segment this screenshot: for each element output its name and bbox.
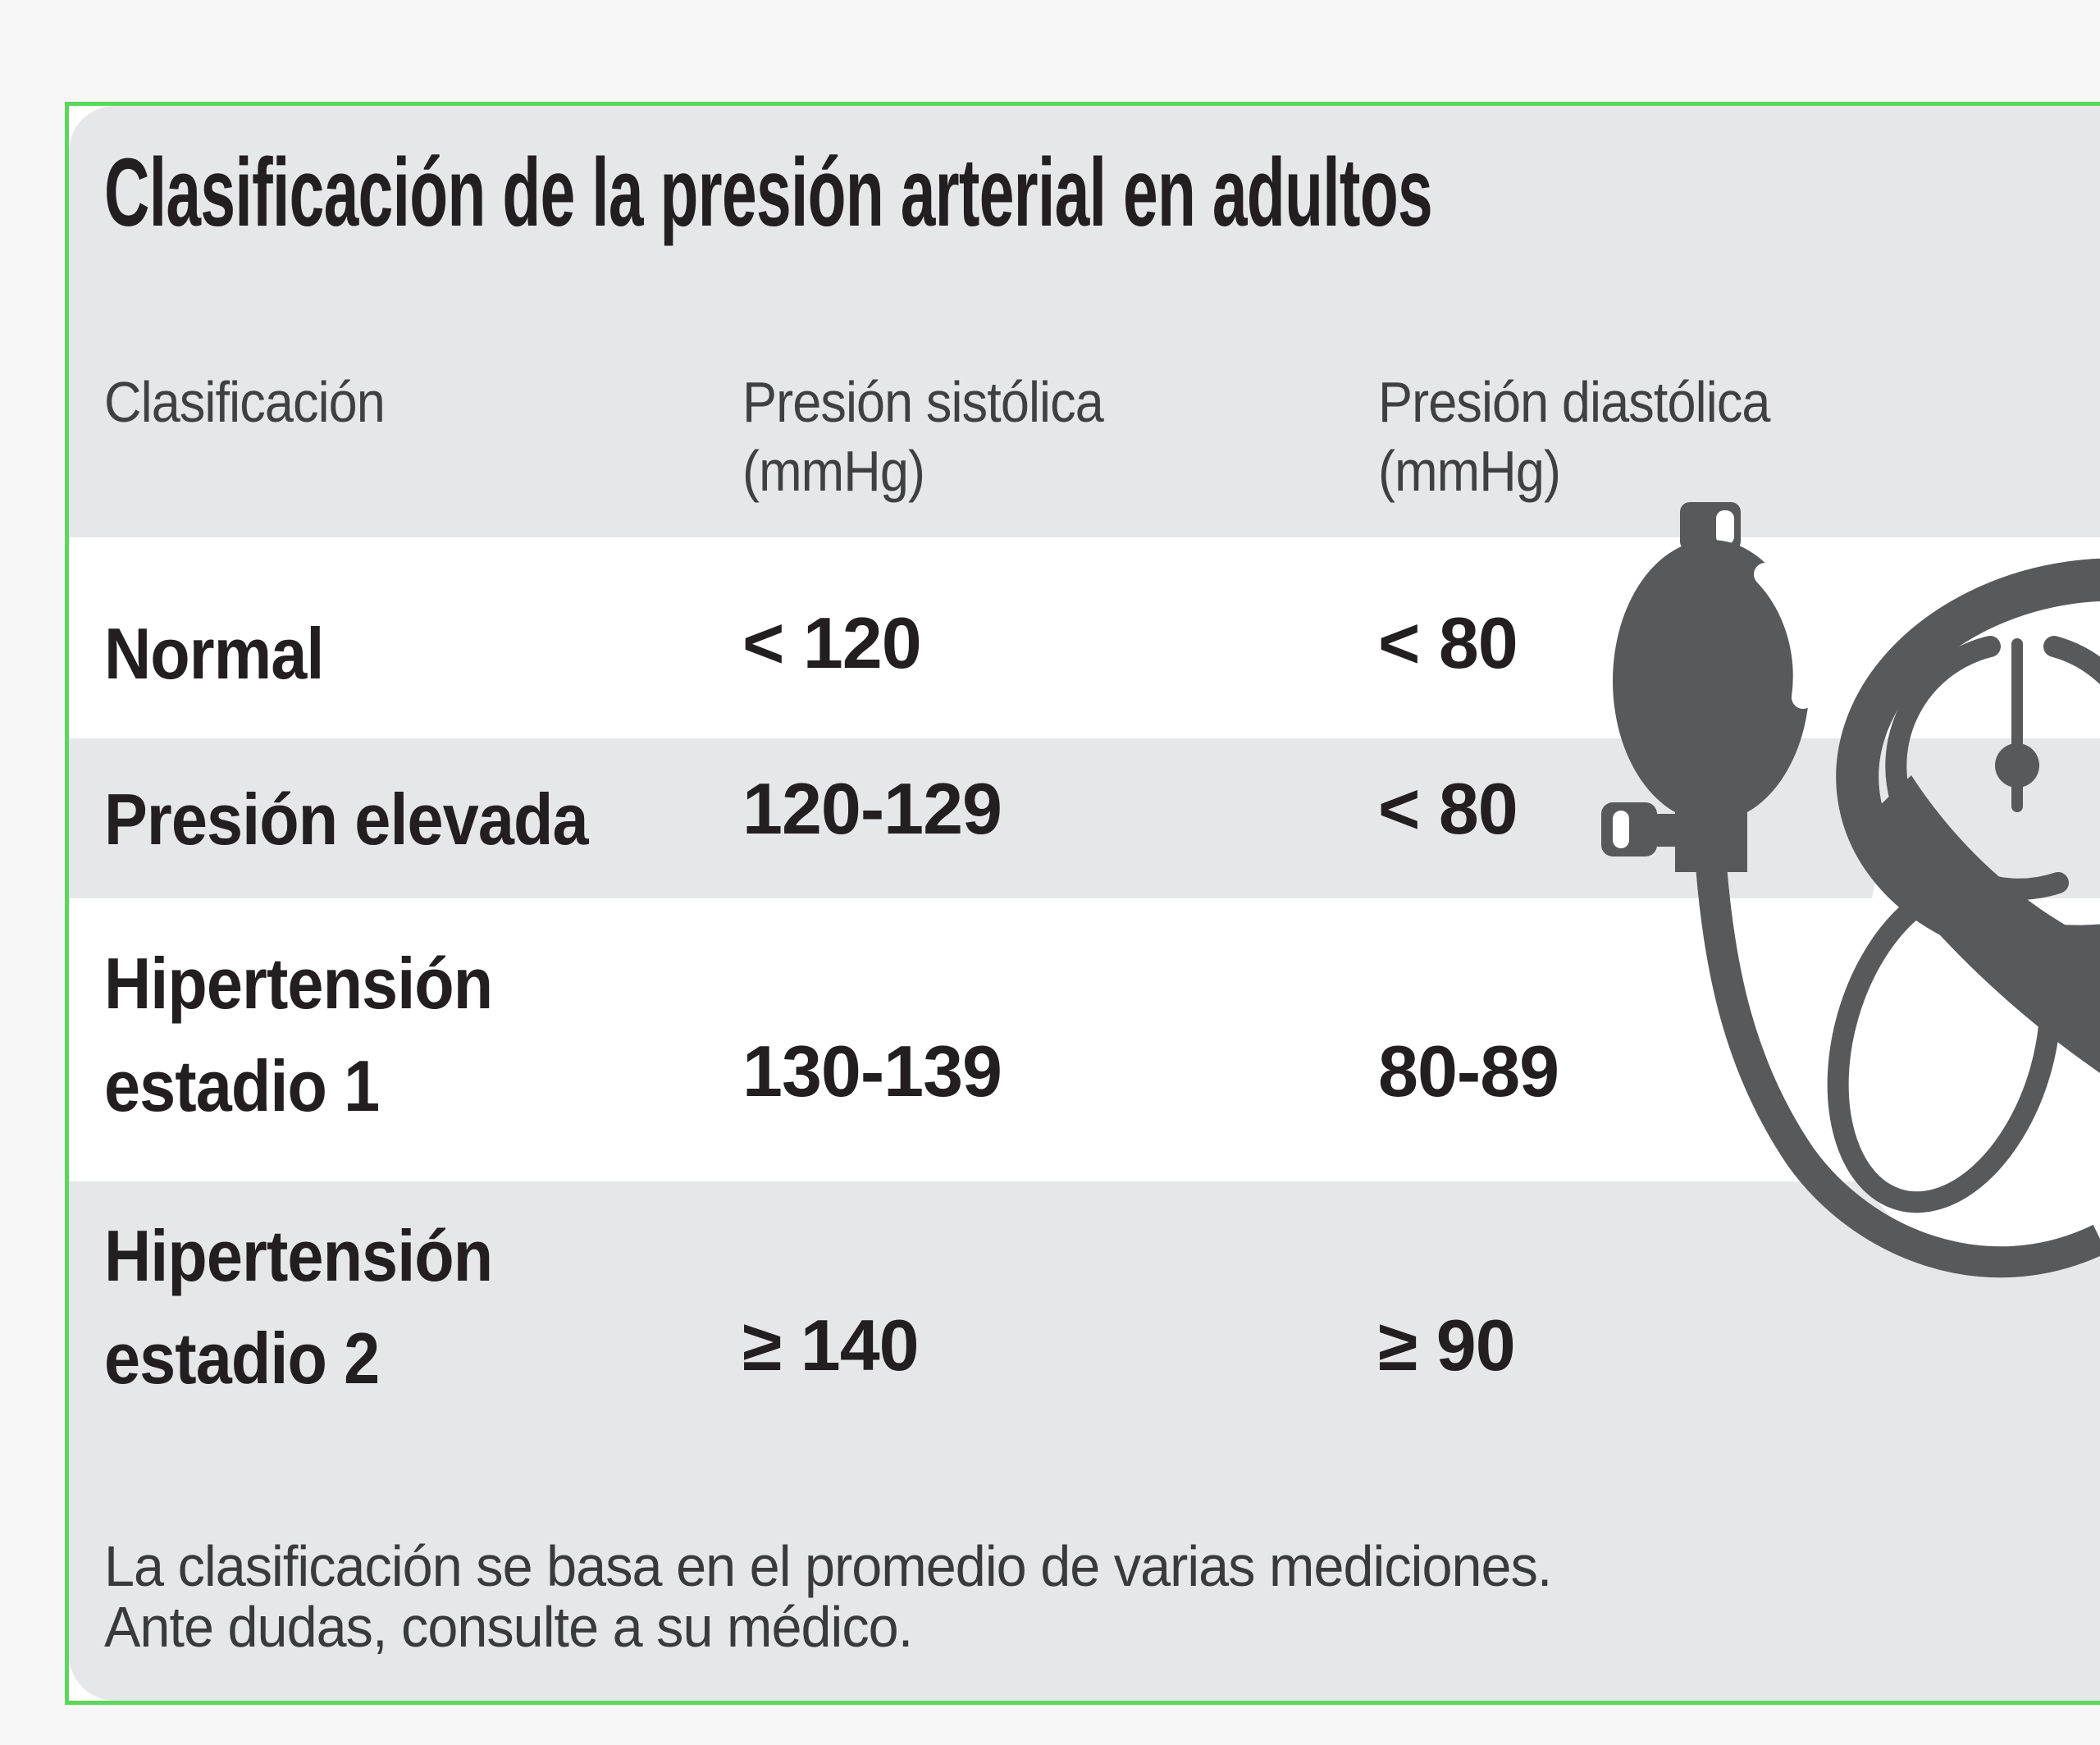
column-header-unit: (mmHg) bbox=[742, 439, 925, 503]
footnote-line: Ante dudas, consulte a su médico. bbox=[104, 1595, 913, 1659]
column-header-clasificacion: Clasificación bbox=[104, 368, 386, 436]
footnote: La clasificación se basa en el promedio … bbox=[104, 1534, 1552, 1659]
row-label-line: Hipertensión bbox=[104, 943, 493, 1024]
pump-bulb-icon bbox=[1613, 540, 1810, 822]
column-header-sistolica: Presión sistólica (mmHg) bbox=[742, 368, 1104, 505]
row-diastolic-normal: < 80 bbox=[1378, 602, 1518, 683]
column-header-label: Presión sistólica bbox=[742, 370, 1104, 434]
page-title: Clasificación de la presión arterial en … bbox=[104, 139, 1433, 247]
row-diastolic-hipertension-2: ≥ 90 bbox=[1378, 1304, 1516, 1386]
row-label-line: Hipertensión bbox=[104, 1215, 493, 1296]
column-header-unit: (mmHg) bbox=[1378, 439, 1561, 503]
row-label-presion-elevada: Presión elevada bbox=[104, 779, 589, 860]
column-header-label: Clasificación bbox=[104, 370, 386, 434]
blood-pressure-monitor-icon bbox=[1601, 502, 2100, 1278]
gauge-dial-arc-right bbox=[2043, 636, 2100, 685]
pressure-gauge-icon bbox=[1836, 558, 2100, 968]
row-diastolic-hipertension-1: 80-89 bbox=[1378, 1030, 1559, 1112]
nozzle-slot bbox=[1716, 510, 1734, 545]
row-systolic-normal: < 120 bbox=[742, 602, 922, 683]
bulb-shine bbox=[1754, 563, 1816, 709]
footnote-line: La clasificación se basa en el promedio … bbox=[104, 1534, 1552, 1598]
row-systolic-presion-elevada: 120-129 bbox=[742, 768, 1002, 849]
gauge-dial-arc bbox=[1885, 636, 2069, 900]
valve-slot bbox=[1613, 811, 1629, 848]
bulb-neck bbox=[1675, 808, 1747, 872]
row-diastolic-presion-elevada: < 80 bbox=[1378, 768, 1518, 849]
row-label-hipertension-1: Hipertensión estadio 1 bbox=[104, 932, 493, 1137]
gauge-needle-pivot bbox=[1995, 743, 2039, 788]
row-systolic-hipertension-2: ≥ 140 bbox=[742, 1304, 920, 1386]
row-label-hipertension-2: Hipertensión estadio 2 bbox=[104, 1204, 493, 1409]
row-label-normal: Normal bbox=[104, 613, 324, 694]
row-systolic-hipertension-1: 130-139 bbox=[742, 1030, 1002, 1112]
air-tube-icon bbox=[1696, 864, 2100, 1278]
column-header-label: Presión diastólica bbox=[1378, 370, 1770, 434]
row-label-line: estadio 2 bbox=[104, 1318, 380, 1399]
column-header-diastolica: Presión diastólica (mmHg) bbox=[1378, 368, 1770, 505]
row-stripe-hipertension-1 bbox=[69, 898, 2100, 1181]
row-label-line: estadio 1 bbox=[104, 1045, 380, 1126]
